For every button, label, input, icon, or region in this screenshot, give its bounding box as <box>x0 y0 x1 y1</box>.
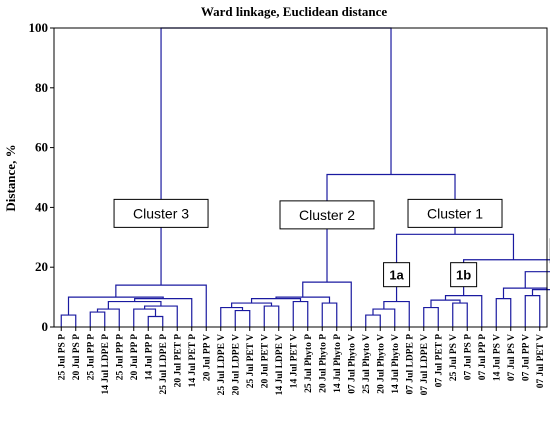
leaf-label: 25 Jul Phyto P <box>304 334 314 393</box>
dendrogram-link <box>524 295 541 327</box>
dendrogram-link <box>365 314 381 327</box>
cluster-label: Cluster 2 <box>299 207 355 223</box>
dendrogram-link <box>160 27 392 286</box>
cluster-label: 1b <box>456 268 471 283</box>
y-tick-label: 0 <box>42 319 49 334</box>
leaf-label: 20 Jul PET P <box>173 334 183 388</box>
dendrogram-link <box>60 314 77 327</box>
leaf-label: 25 Jul PET V <box>246 334 256 388</box>
leaf-label: 14 Jul Phyto V <box>391 334 401 394</box>
leaf-label: 14 Jul PET V <box>289 334 299 388</box>
leaf-label: 25 Jul LDPE V <box>217 334 227 395</box>
dendrogram-link <box>524 271 550 289</box>
leaf-label: 07 Jul PP P <box>478 334 488 380</box>
leaf-label: 07 Jul LDPE P <box>405 334 415 395</box>
leaf-label: 14 Jul PP P <box>144 334 154 380</box>
plot-frame <box>53 27 548 328</box>
leaf-label: 20 Jul Phyto V <box>376 334 386 394</box>
cluster-label: Cluster 1 <box>427 205 483 221</box>
leaf-label: 25 Jul LDPE P <box>159 334 169 395</box>
y-tick-label: 80 <box>35 80 48 95</box>
leaf-label: 25 Jul Phyto V <box>362 334 372 394</box>
leaf-label: 14 Jul LDPE P <box>101 334 111 395</box>
leaf-label: 25 Jul PP P <box>115 334 125 380</box>
y-axis-label: Distance, % <box>3 144 18 211</box>
leaf-label: 07 Jul LDPE V <box>420 334 430 395</box>
leaf-label: 07 Jul PS P <box>463 334 473 380</box>
dendrogram-link <box>423 306 439 327</box>
cluster-label-box <box>407 198 503 228</box>
dendrogram-link <box>321 302 338 327</box>
leaf-label: 14 Jul PS V <box>492 334 502 381</box>
leaf-label: 07 Jul PP V <box>521 334 531 381</box>
dendrogram-link <box>133 308 157 327</box>
y-tick-label: 20 <box>35 259 48 274</box>
dendrogram-link <box>107 300 162 310</box>
leaf-label: 14 Jul PET P <box>188 334 198 388</box>
dendrogram-link <box>234 309 251 327</box>
y-tick-label: 60 <box>35 140 48 155</box>
dendrogram-link <box>383 300 410 327</box>
leaf-label: 14 Jul Phyto P <box>333 334 343 393</box>
cluster-label-box <box>113 198 209 228</box>
leaf-label: 20 Jul Phyto P <box>318 334 328 393</box>
cluster-label: Cluster 3 <box>133 205 189 221</box>
dendrogram-link <box>292 300 309 327</box>
dendrogram-link <box>263 305 280 327</box>
leaf-label: 14 Jul LDPE V <box>275 334 285 395</box>
dendrogram-link <box>147 315 164 327</box>
leaf-label: 07 Jul Phyto V <box>347 334 357 394</box>
dendrogram-link <box>231 302 273 308</box>
dendrogram-link <box>495 297 512 327</box>
cluster-label-box <box>450 262 478 288</box>
dendrogram-link <box>89 311 106 327</box>
leaf-label: 20 Jul PP P <box>130 334 140 380</box>
leaf-label: 20 Jul PP V <box>202 334 212 381</box>
leaf-label: 07 Jul PET V <box>536 334 546 388</box>
cluster-label: 1a <box>389 268 404 283</box>
cluster-label-box <box>383 262 411 288</box>
y-tick-label: 40 <box>35 199 48 214</box>
leaf-label: 20 Jul PS P <box>72 334 82 380</box>
cluster-label-box <box>279 200 375 230</box>
chart-title: Ward linkage, Euclidean distance <box>201 4 388 19</box>
leaf-label: 25 Jul PS P <box>57 334 67 380</box>
leaf-label: 20 Jul PET V <box>260 334 270 388</box>
leaf-label: 07 Jul PS V <box>507 334 517 381</box>
dendrogram-link <box>302 281 352 327</box>
leaf-label: 25 Jul PP P <box>86 334 96 380</box>
leaf-label: 20 Jul LDPE V <box>231 334 241 395</box>
dendrogram-link <box>372 308 396 327</box>
dendrogram-link <box>452 302 468 327</box>
leaf-label: 25 Jul PS V <box>449 334 459 381</box>
dendrogram-link <box>430 299 461 308</box>
plot-area: 0 20 40 60 80 100 25 Jul PS P 20 Jul PS P 25 Jul… <box>29 20 550 395</box>
leaf-label: 07 Jul PET P <box>434 334 444 388</box>
y-tick-label: 100 <box>29 20 49 35</box>
